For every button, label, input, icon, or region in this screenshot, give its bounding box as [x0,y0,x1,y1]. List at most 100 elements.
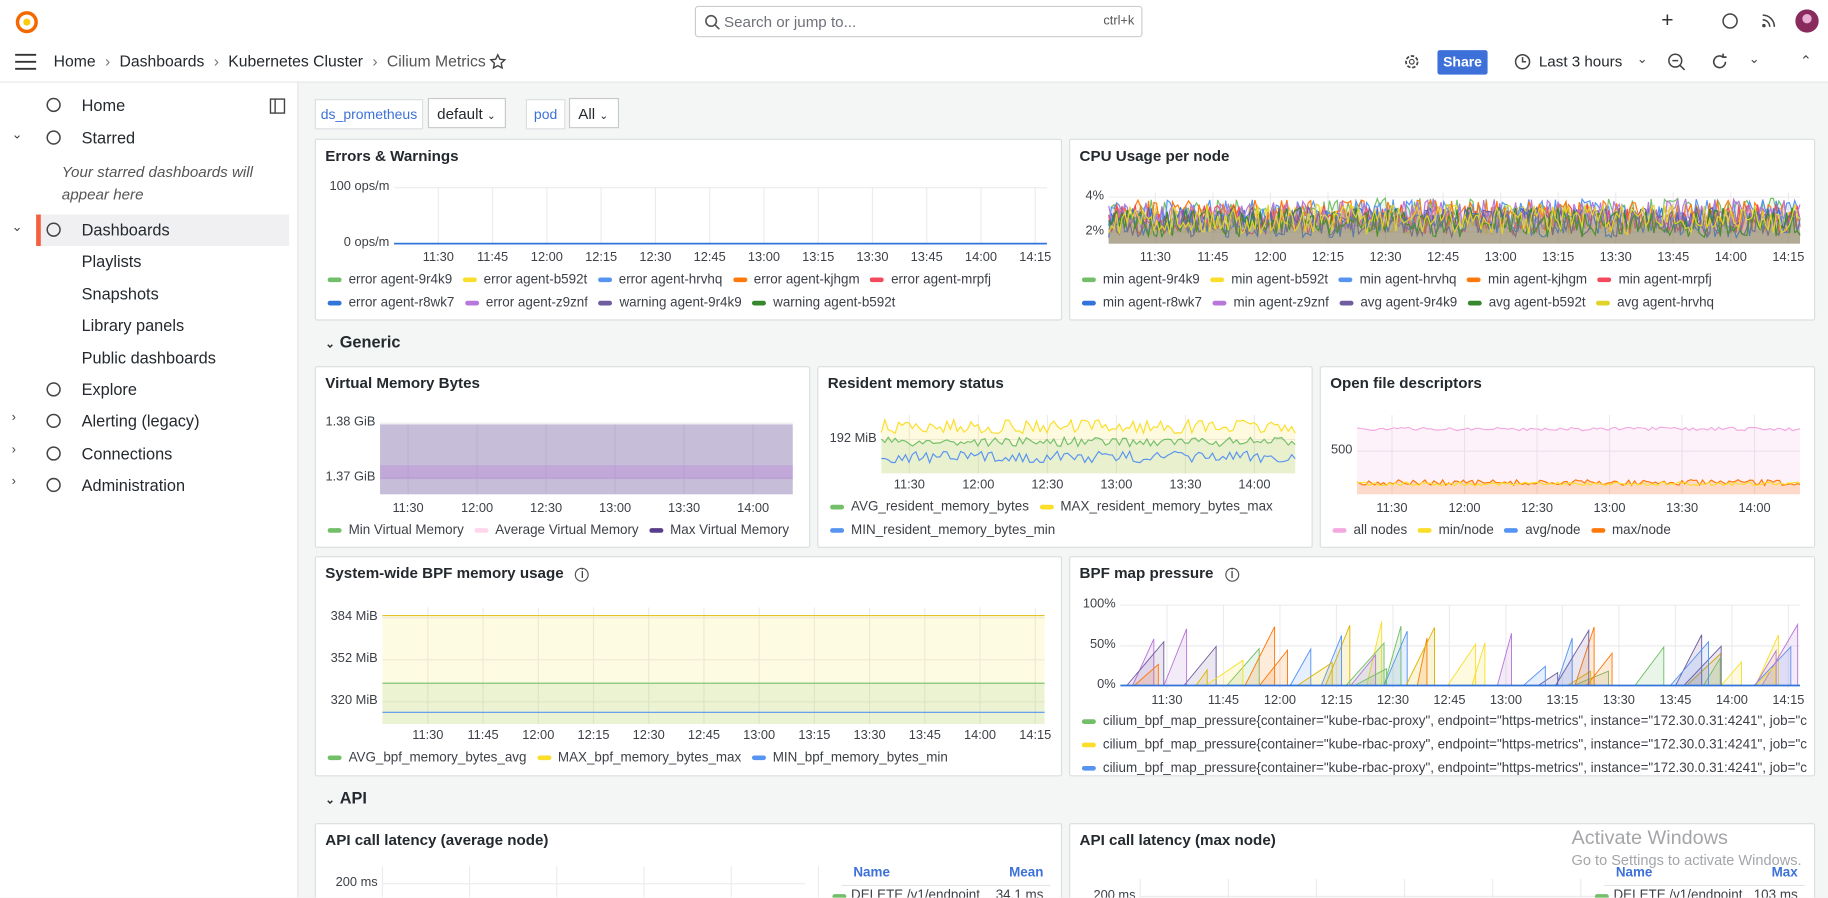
variable-select[interactable]: All ⌄ [568,97,620,129]
legend-item[interactable]: min agent-kjhgm [1467,268,1587,291]
legend-item[interactable]: MIN_resident_memory_bytes_min [830,519,1055,542]
breadcrumb[interactable]: Home [53,52,96,70]
icon-shape [46,446,61,461]
legend-item[interactable]: MAX_bpf_memory_bytes_max [536,746,742,769]
x-tick-label: 13:15 [1546,693,1579,708]
nav-item[interactable]: ⌄ Dashboards [0,219,291,242]
watermark-subtitle: Go to Settings to activate Windows. [1571,852,1802,869]
search-icon [705,14,720,30]
icon-shape [46,477,61,493]
help-icon[interactable] [1722,13,1738,29]
legend-item[interactable]: warning agent-b592t [752,291,895,314]
legend-item[interactable]: error agent-r8wk7 [327,291,454,314]
nav-item[interactable]: Explore [0,379,291,402]
legend-item[interactable]: avg agent-b592t [1467,291,1586,314]
dock-icon[interactable] [269,98,286,114]
legend-label: cilium_bpf_map_pressure{container="kube-… [1102,737,1808,752]
legend-item[interactable]: MIN_bpf_memory_bytes_min [751,746,948,769]
table-header: Name [853,866,890,881]
legend-item[interactable]: avg agent-hrvhq [1596,291,1714,314]
nav-item[interactable]: › Alerting (legacy) [0,410,291,433]
legend-item[interactable]: cilium_bpf_map_pressure{container="kube-… [1081,710,1807,733]
menu-icon[interactable] [15,53,37,70]
user-avatar[interactable] [1795,9,1819,33]
legend-item[interactable]: MAX_resident_memory_bytes_max [1039,495,1273,518]
grafana-logo[interactable] [13,8,41,36]
legend-item[interactable]: Max Virtual Memory [649,519,789,542]
legend-item[interactable]: AVG_resident_memory_bytes [830,495,1029,518]
legend-item[interactable]: max/node [1590,519,1671,542]
nav-label: Starred [81,128,136,147]
legend-item[interactable]: error agent-9r4k9 [327,268,452,291]
y-tick-label: 2% [1085,223,1105,238]
legend-item[interactable]: avg agent-9r4k9 [1339,291,1457,314]
legend-item[interactable]: error agent-b592t [462,268,587,291]
legend-item[interactable]: error agent-z9znf [464,291,588,314]
series-line [1357,481,1801,487]
legend-item[interactable]: cilium_bpf_map_pressure{container="kube-… [1081,757,1807,775]
legend-item[interactable]: min/node [1417,519,1494,542]
x-tick-label: 12:00 [1254,250,1287,265]
time-range[interactable]: Last 3 hours [1538,52,1623,70]
legend-item[interactable]: min agent-hrvhq [1338,268,1457,291]
legend-label: MAX_bpf_memory_bytes_max [557,750,742,765]
nav-item[interactable]: ⌄ Starred [0,127,291,150]
star-icon[interactable] [489,53,507,70]
legend-item[interactable]: min agent-mrpfj [1597,268,1712,291]
nav-item[interactable]: › Administration [0,474,291,497]
legend-item[interactable]: avg/node [1504,519,1580,542]
nav-item[interactable]: Home [0,94,291,117]
time-range-caret[interactable]: ⌄ [1636,52,1648,67]
search-box[interactable]: Search or jump to... ctrl+k [694,5,1143,38]
zoom-out-icon[interactable] [1667,52,1686,71]
row-header[interactable]: ⌄ Generic [325,332,401,351]
legend-label: min agent-kjhgm [1487,272,1588,287]
plot [1356,415,1801,495]
legend-item[interactable]: min agent-r8wk7 [1081,291,1202,314]
share-button[interactable]: Share [1437,50,1488,75]
refresh-icon[interactable] [1710,52,1729,71]
collapse-button[interactable]: ⌃ [1800,52,1812,69]
series-area [1357,479,1801,495]
variable-select[interactable]: default ⌄ [427,97,506,129]
legend-item[interactable]: error agent-mrpfj [870,268,991,291]
nav-item[interactable]: Library panels [0,315,291,338]
legend-item[interactable]: Min Virtual Memory [327,519,464,542]
row-header[interactable]: ⌄ API [325,788,367,807]
legend-item[interactable]: Average Virtual Memory [474,519,639,542]
legend-swatch [1210,277,1225,283]
plot [394,187,1047,245]
nav-item[interactable]: Playlists [0,251,291,274]
nav-item[interactable]: Public dashboards [0,347,291,370]
plot [382,607,1045,724]
breadcrumb[interactable]: Dashboards [119,52,205,70]
x-tick-label: 12:00 [522,728,555,743]
series-area [380,424,793,495]
legend-label: Min Virtual Memory [348,523,464,538]
x-tick-label: 13:30 [1169,477,1202,492]
refresh-caret[interactable]: ⌄ [1748,52,1760,67]
clock-icon [1514,54,1531,70]
nav-item[interactable]: Snapshots [0,283,291,306]
legend-item[interactable]: min agent-z9znf [1212,291,1329,314]
legend-item[interactable]: AVG_bpf_memory_bytes_avg [327,746,526,769]
x-tick-label: 14:00 [1714,250,1747,265]
table-separator [1604,884,1805,887]
settings-icon[interactable] [1404,54,1420,70]
news-icon[interactable] [1760,13,1776,29]
legend-item[interactable]: error agent-kjhgm [732,268,860,291]
legend: error agent-9r4k9 error agent-b592t error … [327,268,1054,315]
legend-item[interactable]: min agent-b592t [1210,268,1328,291]
nav-item[interactable]: › Connections [0,443,291,466]
legend-item[interactable]: warning agent-9r4k9 [598,291,742,314]
legend-label: min agent-z9znf [1233,296,1329,311]
legend-item[interactable]: cilium_bpf_map_pressure{container="kube-… [1081,733,1808,756]
legend-item[interactable]: min agent-9r4k9 [1081,268,1200,291]
legend-item[interactable]: all nodes [1332,519,1407,542]
legend-label: min agent-hrvhq [1359,272,1457,287]
legend-label: Max Virtual Memory [670,523,790,538]
add-button[interactable]: + [1661,8,1674,32]
breadcrumb[interactable]: Kubernetes Cluster [228,52,364,70]
legend-item[interactable]: error agent-hrvhq [597,268,722,291]
